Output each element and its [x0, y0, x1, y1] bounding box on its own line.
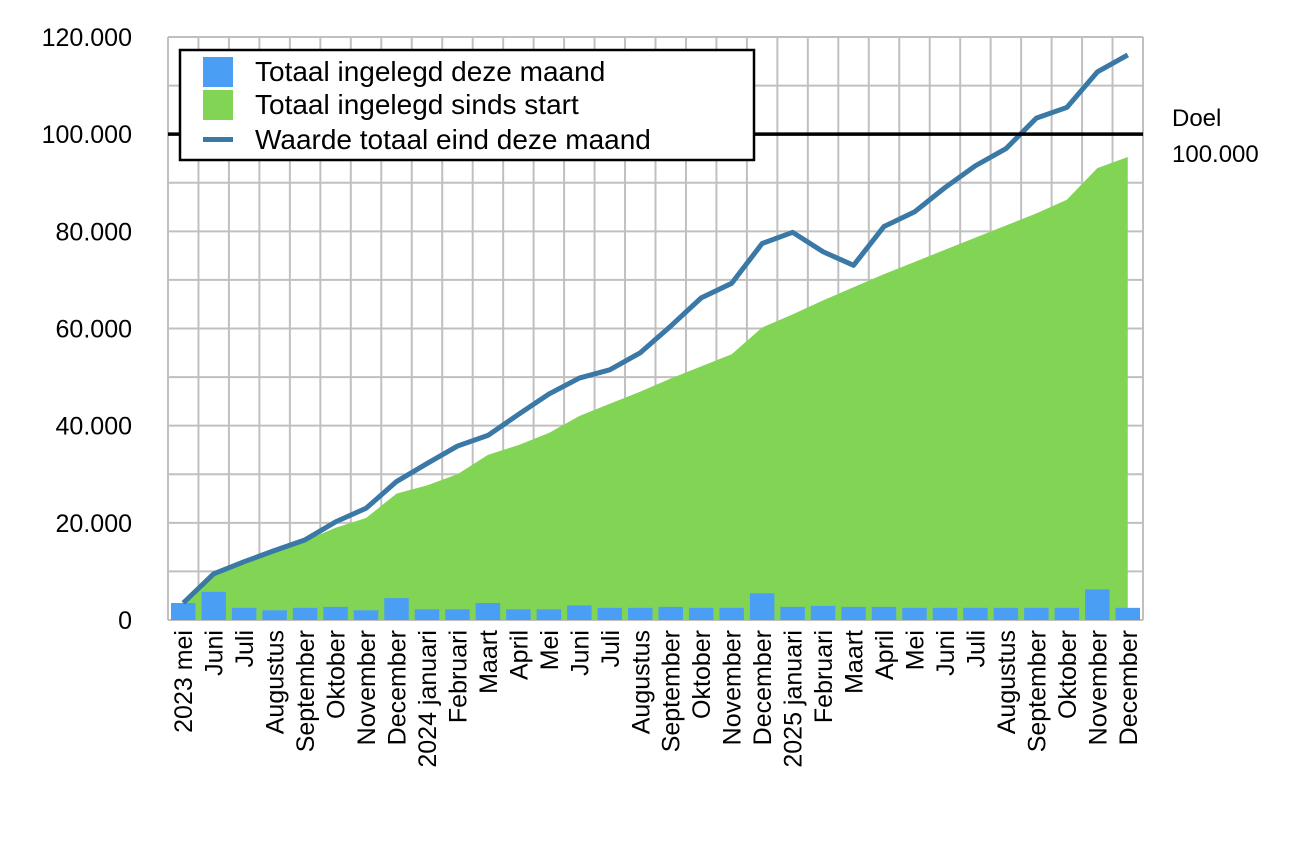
x-tick-label: 2025 januari	[780, 630, 808, 768]
y-axis: 0 20.000 40.000 60.000 80.000 100.000 120.000	[42, 24, 132, 635]
bar	[689, 608, 713, 620]
bar	[354, 610, 378, 620]
bar	[323, 607, 347, 620]
x-tick-label: Maart	[475, 630, 503, 694]
x-tick-label: Mei	[901, 630, 929, 670]
bar	[780, 607, 804, 620]
bar	[476, 603, 500, 620]
bar	[506, 609, 530, 620]
x-tick-label: Mei	[536, 630, 564, 670]
y-tick-label: 80.000	[56, 218, 132, 246]
bar	[201, 592, 225, 620]
bar	[872, 607, 896, 620]
bar	[1116, 608, 1140, 620]
x-tick-label: November	[1084, 630, 1112, 745]
bar	[719, 608, 743, 620]
bar	[171, 603, 195, 620]
y-tick-label: 120.000	[42, 24, 132, 52]
legend-label-bar: Totaal ingelegd deze maand	[255, 56, 605, 87]
x-tick-label: Maart	[841, 630, 869, 694]
x-tick-label: September	[1023, 630, 1051, 752]
x-tick-label: April	[505, 630, 533, 680]
x-tick-label: Juni	[566, 630, 594, 676]
x-tick-label: Juli	[231, 630, 259, 668]
bar	[262, 610, 286, 620]
x-tick-label: Februari	[810, 630, 838, 723]
legend-swatch-bar	[203, 57, 233, 87]
bar	[963, 608, 987, 620]
x-tick-label: Februari	[444, 630, 472, 723]
x-tick-label: Oktober	[323, 630, 351, 719]
legend-label-line: Waarde totaal eind deze maand	[255, 124, 651, 155]
y-tick-label: 20.000	[56, 510, 132, 538]
legend-label-area: Totaal ingelegd sinds start	[255, 89, 579, 120]
bar	[841, 607, 865, 620]
bar	[445, 609, 469, 620]
bar	[1085, 589, 1109, 620]
x-tick-label: Augustus	[262, 630, 290, 734]
bar	[567, 605, 591, 620]
legend-swatch-line	[203, 137, 233, 142]
bar	[598, 608, 622, 620]
x-tick-label: 2024 januari	[414, 630, 442, 768]
x-tick-label: Oktober	[688, 630, 716, 719]
x-tick-label: Augustus	[627, 630, 655, 734]
x-tick-label: Juli	[962, 630, 990, 668]
legend-swatch-area	[203, 90, 233, 120]
goal-label: Doel	[1172, 105, 1221, 132]
x-tick-label: Juli	[597, 630, 625, 668]
x-tick-label: December	[1115, 630, 1143, 745]
x-tick-label: December	[749, 630, 777, 745]
y-tick-label: 60.000	[56, 316, 132, 344]
bar	[1024, 608, 1048, 620]
bar	[933, 608, 957, 620]
x-tick-label: September	[292, 630, 320, 752]
x-tick-label: Oktober	[1054, 630, 1082, 719]
x-tick-label: November	[353, 630, 381, 745]
bar	[811, 606, 835, 620]
x-tick-label: April	[871, 630, 899, 680]
bar	[628, 608, 652, 620]
legend: Totaal ingelegd deze maand Totaal ingele…	[180, 50, 754, 160]
bar	[902, 608, 926, 620]
bar	[537, 609, 561, 620]
x-tick-label: Augustus	[993, 630, 1021, 734]
bar	[293, 608, 317, 620]
bar	[659, 607, 683, 620]
bar	[415, 609, 439, 620]
x-tick-label: 2023 mei	[170, 630, 198, 733]
x-tick-label: Juni	[932, 630, 960, 676]
y-tick-label: 0	[118, 607, 132, 635]
bar	[994, 608, 1018, 620]
x-tick-label: Juni	[201, 630, 229, 676]
y-tick-label: 40.000	[56, 413, 132, 441]
goal-value: 100.000	[1172, 141, 1259, 168]
y-tick-label: 100.000	[42, 121, 132, 149]
bar	[750, 593, 774, 620]
bar	[1055, 608, 1079, 620]
bar	[232, 608, 256, 620]
bar	[384, 598, 408, 620]
x-tick-label: November	[719, 630, 747, 745]
x-tick-label: December	[384, 630, 412, 745]
x-tick-label: September	[658, 630, 686, 752]
